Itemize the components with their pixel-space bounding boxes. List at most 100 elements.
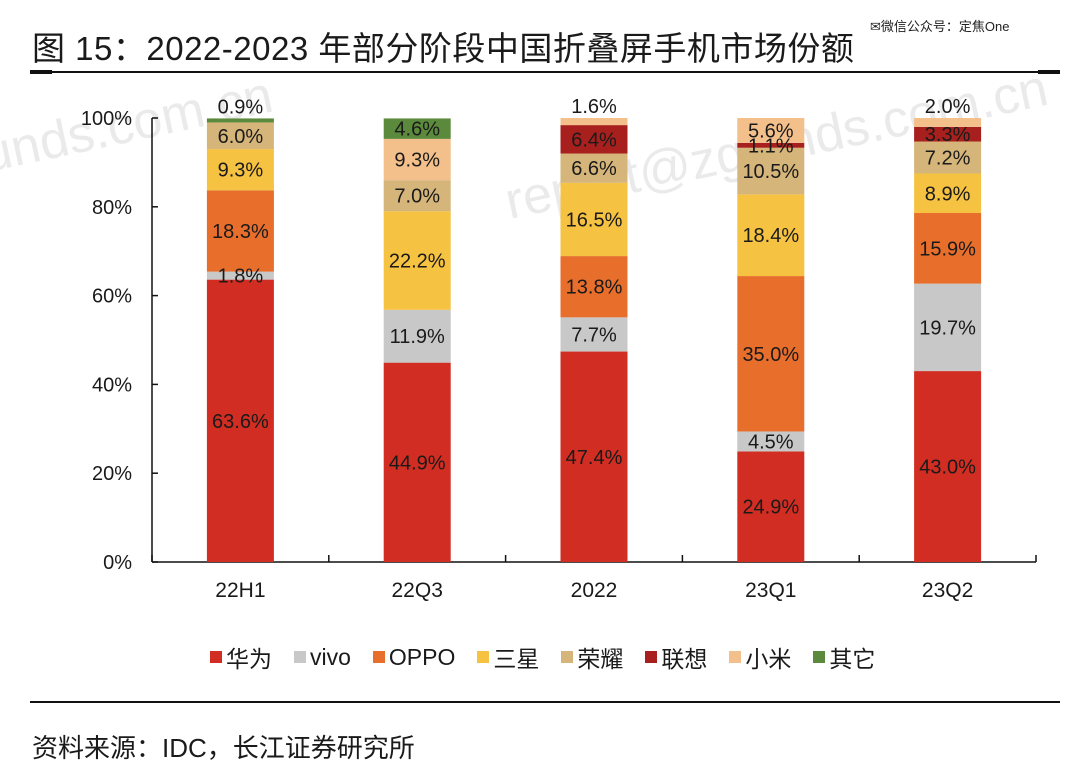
data-label: 18.3% (212, 221, 269, 243)
figure-title: 图 15：2022-2023 年部分阶段中国折叠屏手机市场份额 (32, 30, 855, 67)
bar-segment (206, 190, 274, 272)
legend-item: vivo (294, 644, 351, 671)
data-label: 7.0% (394, 186, 440, 208)
y-tick-label: 40% (92, 374, 132, 396)
x-tick-label: 22Q3 (392, 579, 443, 602)
data-label: 16.5% (566, 209, 623, 231)
x-tick-label: 23Q1 (745, 579, 796, 602)
bar-segment (206, 271, 274, 280)
data-label: 4.5% (748, 431, 794, 453)
bar-segment (560, 118, 628, 126)
legend-label: 联想 (661, 646, 708, 672)
bar-segment (737, 431, 805, 452)
bar-segment (383, 309, 451, 363)
wechat-tag: ✉微信公众号：定焦One (870, 19, 1010, 34)
legend-swatch (210, 651, 222, 663)
data-label: 11.9% (390, 326, 445, 348)
bar-segment (914, 118, 982, 127)
bar-segment (914, 283, 982, 372)
source-note: 资料来源：IDC，长江证券研究所 (32, 733, 415, 763)
x-tick-label: 23Q2 (922, 579, 973, 602)
data-label: 13.8% (566, 277, 623, 299)
legend-label: 荣耀 (577, 646, 624, 672)
legend-item: 其它 (813, 640, 875, 674)
bar-segment (737, 276, 805, 432)
data-label: 18.4% (742, 225, 799, 247)
bar-segment (914, 126, 982, 142)
data-label: 10.5% (742, 161, 799, 183)
data-label: 35.0% (742, 344, 799, 366)
data-label: 1.1% (748, 135, 794, 157)
bar-segment (206, 122, 274, 150)
legend-item: OPPO (372, 643, 456, 671)
axes: 0% 20% 40% 60% 80% 100% 22H1 22Q3 2022 23Q1 23Q2 (81, 108, 1037, 602)
bar-segment (383, 211, 451, 310)
legend-swatch (813, 651, 826, 663)
data-label: 4.6% (394, 119, 440, 141)
data-label: 24.9% (742, 497, 799, 519)
legend-item: 荣耀 (561, 640, 623, 674)
data-label: 8.9% (925, 183, 971, 205)
x-tick-label: 22H1 (215, 579, 265, 602)
x-tick-label: 2022 (571, 579, 618, 602)
y-tick-label: 0% (103, 552, 132, 574)
data-label: 1.6% (571, 96, 617, 118)
data-label: 22.2% (389, 251, 446, 273)
bar-segment (737, 451, 805, 562)
data-label: 44.9% (389, 452, 446, 474)
data-label: 0.9% (218, 96, 264, 118)
bar-segment (560, 153, 628, 183)
legend: 华为 vivo OPPO 三星 荣耀 联想 小米 其它 (210, 640, 897, 674)
bar-segment (914, 371, 982, 562)
bar-segment (206, 118, 274, 123)
data-label: 7.7% (571, 324, 617, 346)
y-tick-label: 80% (92, 197, 132, 219)
bar-segment (560, 256, 628, 318)
data-label: 43.0% (919, 457, 976, 479)
data-label: 19.7% (919, 317, 976, 339)
bar-segment (737, 147, 805, 195)
legend-swatch (372, 651, 385, 663)
bar-segment (383, 138, 451, 181)
data-label: 6.6% (571, 158, 617, 180)
data-label: 2.0% (925, 96, 971, 118)
bar-segment (383, 180, 451, 212)
legend-label: 其它 (829, 646, 876, 672)
bar-segment (206, 149, 274, 191)
data-label: 9.3% (394, 150, 440, 172)
data-label: 15.9% (919, 238, 976, 260)
y-tick-label: 100% (81, 108, 132, 130)
bar-segment (560, 317, 628, 352)
top-rule (30, 70, 1060, 74)
bar-segment (560, 182, 628, 257)
bar-segment (383, 362, 451, 562)
legend-label: OPPO (388, 643, 456, 670)
legend-item: 华为 (210, 640, 272, 674)
bar-segment (914, 173, 982, 214)
data-label: 5.6% (748, 120, 794, 142)
y-tick-label: 20% (92, 463, 132, 485)
legend-swatch (477, 651, 490, 663)
legend-swatch (294, 651, 306, 663)
data-label: 6.0% (218, 126, 264, 148)
data-label: 9.3% (218, 160, 264, 182)
legend-swatch (561, 651, 574, 663)
bar-segment (737, 194, 805, 277)
bar-segment (383, 118, 451, 139)
bottom-rule (30, 701, 1060, 703)
bar-segment (560, 125, 628, 154)
data-label: 3.3% (925, 124, 971, 146)
y-tick-label: 60% (92, 286, 132, 308)
data-label: 7.2% (925, 148, 971, 170)
bar-segment (560, 351, 628, 562)
legend-item: 三星 (477, 640, 539, 674)
legend-label: 小米 (745, 646, 792, 672)
bar-segment (914, 141, 982, 174)
legend-label: vivo (310, 643, 351, 670)
legend-item: 联想 (645, 640, 707, 674)
data-label: 1.8% (218, 266, 264, 288)
data-label: 6.4% (571, 129, 617, 151)
legend-label: 三星 (493, 646, 540, 672)
bar-segment (737, 142, 805, 148)
